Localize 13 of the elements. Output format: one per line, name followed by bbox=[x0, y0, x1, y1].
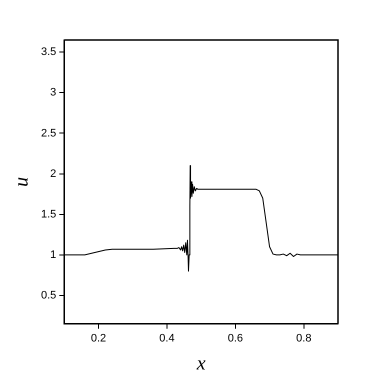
y-tick-label: 3 bbox=[50, 86, 56, 99]
y-tick-label: 0.5 bbox=[40, 289, 56, 302]
x-tick-label: 0.6 bbox=[228, 332, 244, 344]
x-tick-label: 0.8 bbox=[296, 332, 312, 344]
y-axis-title: u bbox=[10, 176, 32, 187]
y-tick-label: 2.5 bbox=[40, 127, 56, 140]
y-tick-label: 2 bbox=[50, 168, 56, 180]
y-tick-label: 1.5 bbox=[40, 208, 56, 220]
x-tick-label: 0.4 bbox=[159, 332, 175, 344]
y-tick-label: 3.5 bbox=[40, 46, 56, 58]
y-tick-label: 1 bbox=[50, 248, 56, 261]
x-tick-label: 0.2 bbox=[90, 332, 106, 344]
x-axis-title: x bbox=[196, 352, 206, 374]
